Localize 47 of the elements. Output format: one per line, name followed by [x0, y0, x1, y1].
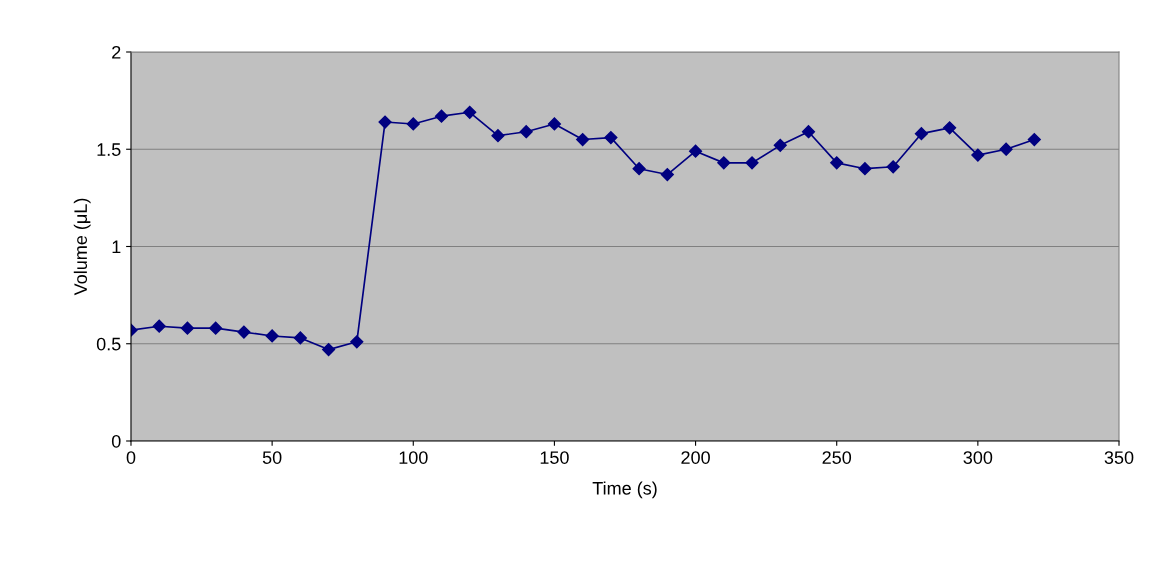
- x-tick-label: 100: [399, 451, 428, 464]
- point: [237, 325, 251, 339]
- point: [152, 319, 166, 333]
- point: [660, 167, 674, 182]
- point: [180, 321, 195, 335]
- point: [773, 138, 787, 152]
- x-tick-label: 50: [262, 451, 282, 464]
- point: [209, 321, 223, 335]
- point: [801, 125, 816, 139]
- y-tick-label: 0: [111, 434, 121, 448]
- point: [632, 162, 646, 176]
- point: [547, 117, 562, 131]
- point: [1027, 132, 1041, 147]
- point: [293, 331, 307, 345]
- point: [914, 127, 928, 141]
- y-tick-label: 1.5: [97, 143, 121, 156]
- x-axis-title: Time (s): [592, 481, 657, 499]
- point: [858, 162, 872, 176]
- y-tick-label: 2: [112, 45, 121, 59]
- point: [491, 129, 505, 143]
- point: [406, 117, 420, 131]
- y-axis-title: Volume (μL): [73, 198, 91, 296]
- x-tick-label: 150: [540, 451, 569, 464]
- point: [321, 342, 336, 357]
- x-tick-label: 250: [822, 451, 852, 464]
- x-tick-label: 350: [1104, 451, 1134, 464]
- point: [350, 335, 364, 349]
- point: [943, 121, 957, 135]
- point: [688, 144, 703, 158]
- y-tick-label: 1: [112, 240, 121, 254]
- point: [717, 156, 731, 170]
- point: [378, 115, 392, 129]
- point: [434, 109, 449, 123]
- point: [745, 156, 759, 170]
- point: [265, 329, 279, 343]
- x-tick-label: 200: [681, 451, 710, 464]
- point: [886, 160, 900, 174]
- point: [971, 148, 985, 162]
- y-tick-label: 0.5: [96, 337, 121, 351]
- x-tick-label: 0: [126, 451, 136, 464]
- point: [604, 130, 618, 145]
- point: [999, 142, 1013, 156]
- x-tick-label: 300: [963, 451, 993, 464]
- point: [576, 132, 590, 147]
- point: [519, 125, 533, 139]
- point: [463, 105, 477, 119]
- point: [830, 156, 844, 170]
